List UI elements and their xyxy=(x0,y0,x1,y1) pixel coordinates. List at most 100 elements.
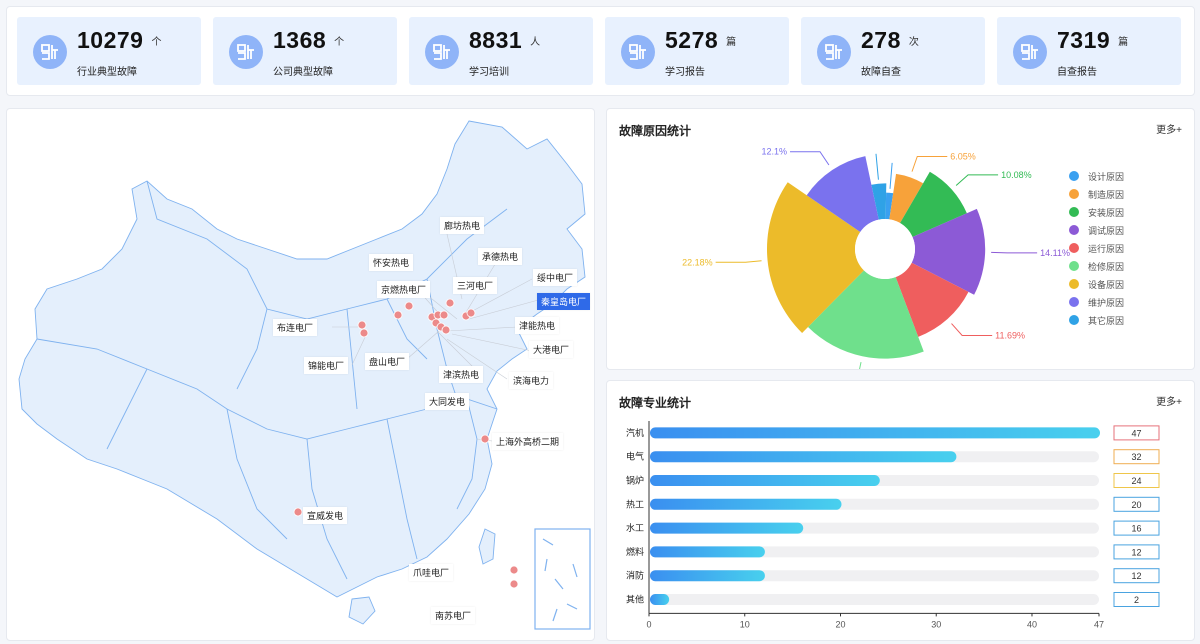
legend-dot-icon xyxy=(1069,297,1079,307)
rose-slice xyxy=(895,262,969,337)
legend-item[interactable]: 设备原因 xyxy=(1069,275,1124,293)
legend-item[interactable]: 运行原因 xyxy=(1069,239,1124,257)
legend-label: 其它原因 xyxy=(1088,315,1125,326)
map-plant-label[interactable]: 津滨热电 xyxy=(439,366,484,383)
stat-unit: 个 xyxy=(151,37,162,48)
legend-dot-icon xyxy=(1069,225,1079,235)
map-plant-label[interactable]: 怀安热电 xyxy=(369,254,414,271)
rose-leader-line xyxy=(790,151,830,166)
rose-value-label: 12.1% xyxy=(761,147,787,157)
legend-dot-icon xyxy=(1069,171,1079,181)
rose-slice xyxy=(889,173,924,224)
map-plant-label[interactable]: 大同发电 xyxy=(425,393,470,410)
map-plant-label[interactable]: 上海外高桥二期 xyxy=(492,433,564,450)
legend-label: 调试原因 xyxy=(1088,225,1125,236)
bar-category-label: 消防 xyxy=(626,570,644,581)
bar-x-tick-label: 30 xyxy=(931,619,941,629)
bar-category-label: 锅炉 xyxy=(626,475,644,486)
bar-fill xyxy=(650,546,765,558)
legend-dot-icon xyxy=(1069,315,1079,325)
bar-value-badge xyxy=(1113,496,1160,512)
map-plant-label[interactable]: 锦能电厂 xyxy=(304,357,349,374)
china-map[interactable] xyxy=(7,109,595,641)
map-plant-label[interactable]: 爪哇电厂 xyxy=(409,564,454,581)
rose-slice xyxy=(767,182,864,333)
map-plant-label[interactable]: 廊坊热电 xyxy=(440,217,485,234)
bar-category-label: 热工 xyxy=(626,498,644,509)
stat-value: 7319 篇 xyxy=(1057,27,1129,53)
map-plant-label[interactable]: 承德热电 xyxy=(478,248,523,265)
stat-label: 学习培训 xyxy=(469,67,509,78)
bar-x-tick-label: 47 xyxy=(1094,619,1104,629)
rose-slice xyxy=(885,192,894,220)
bar-fill xyxy=(650,427,1100,439)
legend-label: 制造原因 xyxy=(1088,189,1125,200)
bar-value-label: 32 xyxy=(1131,452,1141,462)
bar-value-badge xyxy=(1113,473,1160,488)
map-plant-label[interactable]: 滨海电力 xyxy=(509,372,554,389)
stat-value: 1368 个 xyxy=(273,27,345,53)
stat-label: 学习报告 xyxy=(665,67,705,78)
legend-item[interactable]: 安装原因 xyxy=(1069,203,1124,221)
legend-item[interactable]: 其它原因 xyxy=(1069,311,1124,329)
bar-fill xyxy=(650,594,670,605)
bar-x-tick-label: 20 xyxy=(835,619,845,629)
bar-x-tick-label: 10 xyxy=(740,619,750,629)
legend-label: 维护原因 xyxy=(1088,297,1125,308)
stat-card[interactable]: 278 次故障自查 xyxy=(801,17,985,85)
fault-specialty-more-link[interactable]: 更多+ xyxy=(1156,397,1182,408)
map-plant-label[interactable]: 绥中电厂 xyxy=(533,269,578,286)
bar-value-label: 20 xyxy=(1131,500,1141,510)
map-plant-label[interactable]: 大港电厂 xyxy=(529,341,574,358)
stat-card[interactable]: 5278 篇学习报告 xyxy=(605,17,789,85)
rose-slice xyxy=(911,208,986,295)
bar-fill xyxy=(650,475,880,486)
legend-item[interactable]: 设计原因 xyxy=(1069,167,1124,185)
fault-cause-more-link[interactable]: 更多+ xyxy=(1156,125,1182,136)
bar-x-tick-label: 0 xyxy=(646,619,651,629)
map-plant-label[interactable]: 三河电厂 xyxy=(453,277,498,294)
map-plant-label[interactable]: 秦皇岛电厂 xyxy=(537,293,591,310)
bar-x-tick-label: 40 xyxy=(1027,619,1037,629)
fault-cause-panel: 故障原因统计 更多+ 6.05%10.08%14.11%11.69%18.15%… xyxy=(606,108,1195,370)
bar-fill xyxy=(650,451,957,463)
bar-value-label: 24 xyxy=(1131,476,1141,486)
map-plant-label[interactable]: 京燃热电厂 xyxy=(377,281,431,298)
map-plant-label[interactable]: 盘山电厂 xyxy=(365,353,410,370)
map-plant-label[interactable]: 布连电厂 xyxy=(273,319,318,336)
legend-label: 设计原因 xyxy=(1088,171,1125,182)
legend-dot-icon xyxy=(1069,243,1079,253)
stat-card[interactable]: 8831 人学习培训 xyxy=(409,17,593,85)
stat-unit: 篇 xyxy=(1118,37,1129,48)
legend-label: 检修原因 xyxy=(1088,261,1125,272)
rose-leader-line xyxy=(911,156,948,172)
stat-unit: 个 xyxy=(334,37,345,48)
legend-label: 设备原因 xyxy=(1088,279,1125,290)
fault-specialty-title: 故障专业统计 xyxy=(619,396,692,410)
rose-leader-line xyxy=(951,323,993,336)
legend-item[interactable]: 检修原因 xyxy=(1069,257,1124,275)
bar-fill xyxy=(650,522,804,534)
report-icon xyxy=(621,35,655,69)
legend-item[interactable]: 制造原因 xyxy=(1069,185,1124,203)
legend-dot-icon xyxy=(1069,261,1079,271)
china-map-panel[interactable]: 廊坊热电承德热电 怀安热电三河电厂 绥中电厂京燃热电厂秦皇岛电厂布连电厂 津能热电大港… xyxy=(6,108,595,641)
bar-value-badge xyxy=(1113,592,1160,607)
stat-value: 10279 个 xyxy=(77,27,162,53)
legend-item[interactable]: 调试原因 xyxy=(1069,221,1124,239)
stat-value: 5278 篇 xyxy=(665,27,737,53)
rose-value-label: 14.11% xyxy=(1040,248,1070,258)
bar-fill xyxy=(650,570,765,582)
stat-card[interactable]: 10279 个行业典型故障 xyxy=(17,17,201,85)
bar-category-label: 其他 xyxy=(626,594,644,605)
map-plant-label[interactable]: 津能热电 xyxy=(515,317,560,334)
rose-slice xyxy=(807,270,924,359)
stat-card[interactable]: 1368 个公司典型故障 xyxy=(213,17,397,85)
legend-item[interactable]: 维护原因 xyxy=(1069,293,1124,311)
report-icon xyxy=(33,35,67,69)
stat-card[interactable]: 7319 篇自查报告 xyxy=(997,17,1181,85)
map-plant-label[interactable]: 南苏电厂 xyxy=(431,607,476,624)
bar-value-label: 47 xyxy=(1131,428,1141,438)
bar-value-label: 2 xyxy=(1134,595,1139,605)
map-plant-label[interactable]: 宣威发电 xyxy=(303,507,348,524)
